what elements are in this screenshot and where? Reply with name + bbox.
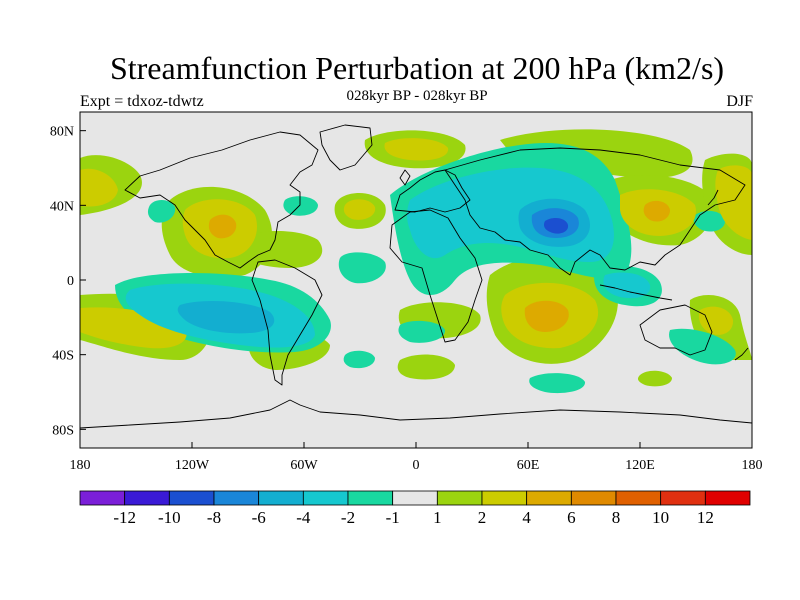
colorbar-swatch xyxy=(570,490,617,506)
contour-sh-indian-2 xyxy=(529,373,586,394)
colorbar-swatch xyxy=(615,490,662,506)
colorbar-label: -2 xyxy=(341,508,355,527)
contour-maritime-2 xyxy=(603,272,651,299)
colorbar-swatch xyxy=(168,490,215,506)
contour-s-atlantic-2 xyxy=(398,320,446,343)
colorbar-swatch xyxy=(258,490,304,506)
colorbar: -12 -10 -8 -6 -4 -2 -1 1 2 4 6 8 10 12 xyxy=(79,490,751,527)
colorbar-label: 12 xyxy=(697,508,714,527)
contour-nw-pacific-4 xyxy=(80,168,118,207)
x-tick-label: 0 xyxy=(413,458,420,473)
y-tick-label: 80N xyxy=(50,125,74,140)
coast-australia xyxy=(639,304,713,356)
coastlines xyxy=(80,124,752,429)
colorbar-label: -1 xyxy=(386,508,400,527)
contour-n-america-6 xyxy=(208,214,237,239)
colorbar-swatch xyxy=(704,490,751,506)
colorbar-label: 1 xyxy=(433,508,442,527)
contour-aus-east xyxy=(669,328,736,365)
coast-britain xyxy=(399,169,411,186)
contour-n-atl-4 xyxy=(343,199,376,220)
contour-arctic-4 xyxy=(384,138,449,161)
coast-indonesia xyxy=(599,284,673,301)
axis-ticks: 180 120W 60W 0 60E 120E 180 80N 40N 0 40S 80S xyxy=(50,125,763,473)
colorbar-swatch xyxy=(347,490,394,506)
y-tick-label: 40N xyxy=(50,199,74,214)
colorbar-swatch xyxy=(124,490,170,506)
colorbar-label: 6 xyxy=(567,508,576,527)
contour-sh-indian xyxy=(343,350,375,369)
colorbar-swatch xyxy=(79,490,126,506)
colorbar-label: 10 xyxy=(652,508,669,527)
colorbar-swatch xyxy=(526,490,572,506)
x-tick-label: 60W xyxy=(290,458,318,473)
contour-tropical-atlantic xyxy=(338,252,386,284)
x-tick-label: 120W xyxy=(175,458,210,473)
contour-west-pacific xyxy=(147,199,176,223)
colorbar-label: 4 xyxy=(522,508,531,527)
contour-s-pacific-4 xyxy=(177,300,275,334)
contour-indian-6 xyxy=(524,300,569,332)
positive-level-6 xyxy=(208,200,670,332)
chart-title: Streamfunction Perturbation at 200 hPa (… xyxy=(109,50,725,86)
coast-south-america xyxy=(251,259,323,386)
colorbar-swatch xyxy=(436,490,483,506)
coast-africa xyxy=(389,209,483,343)
y-tick-label: 40S xyxy=(52,349,74,364)
contour-east-asia-6 xyxy=(643,200,670,222)
coast-greenland xyxy=(319,124,373,171)
colorbar-swatch xyxy=(302,490,349,506)
colorbar-swatch xyxy=(481,490,528,506)
colorbar-swatch xyxy=(213,490,260,506)
experiment-label: Expt = tdxoz-tdwtz xyxy=(80,93,204,110)
contour-s-ocean-2 xyxy=(637,370,672,387)
colorbar-label: -8 xyxy=(207,508,221,527)
contour-tibet-8 xyxy=(543,217,569,234)
colorbar-label: 2 xyxy=(478,508,487,527)
contour-aus-4 xyxy=(698,306,734,335)
contour-w-pac xyxy=(693,210,726,232)
x-tick-label: 180 xyxy=(742,458,763,473)
colorbar-label: -10 xyxy=(158,508,181,527)
colorbar-label: -4 xyxy=(296,508,311,527)
chart-subtitle: 028kyr BP - 028kyr BP xyxy=(346,88,488,104)
contour-fills xyxy=(80,124,752,429)
x-tick-label: 60E xyxy=(517,458,540,473)
colorbar-label: 8 xyxy=(612,508,621,527)
contour-nw-atlantic xyxy=(240,231,323,268)
colorbar-swatch xyxy=(660,490,706,506)
x-tick-label: 180 xyxy=(70,458,91,473)
colorbar-swatch xyxy=(392,490,438,506)
y-tick-label: 0 xyxy=(67,274,74,289)
contour-atl-nw xyxy=(283,196,318,216)
coast-new-zealand xyxy=(734,347,749,361)
coast-antarctica xyxy=(80,399,752,429)
season-label: DJF xyxy=(726,93,753,110)
y-tick-label: 80S xyxy=(52,423,74,438)
contour-s-ocean xyxy=(397,354,455,380)
coast-japan xyxy=(707,189,719,206)
coast-north-america xyxy=(124,131,319,269)
x-tick-label: 120E xyxy=(625,458,655,473)
coast-europe xyxy=(394,169,471,213)
colorbar-label: -6 xyxy=(252,508,266,527)
colorbar-label: -12 xyxy=(113,508,136,527)
negative-level-8 xyxy=(543,217,569,234)
coast-asia xyxy=(444,147,746,276)
